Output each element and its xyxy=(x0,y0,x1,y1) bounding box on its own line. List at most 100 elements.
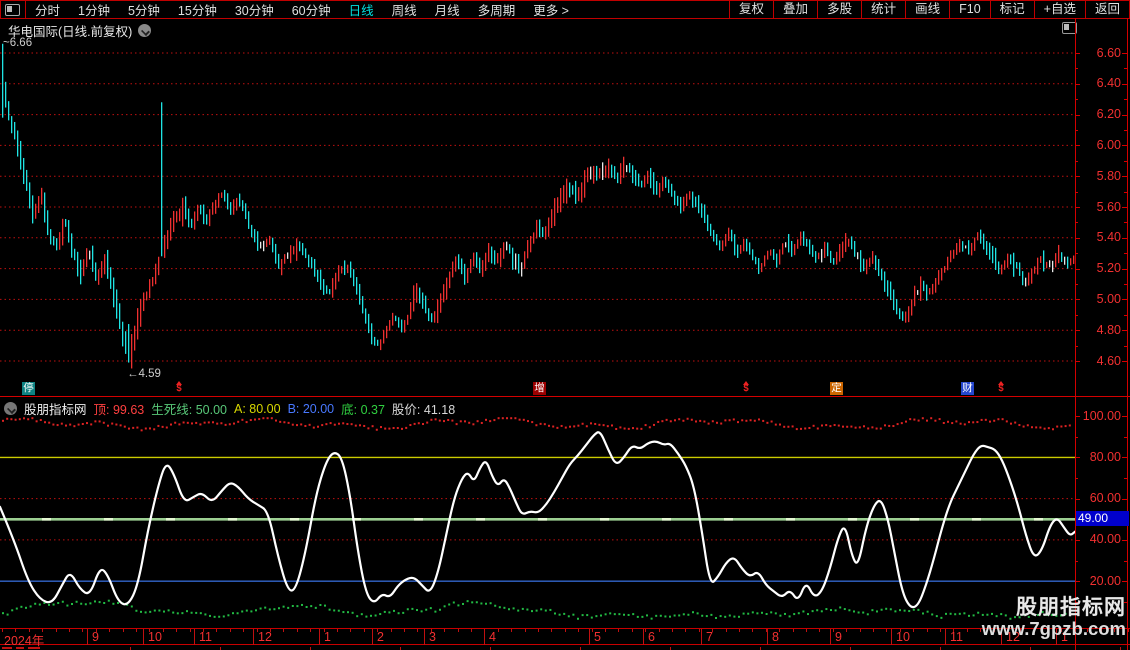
chevron-down-icon[interactable] xyxy=(138,24,152,37)
axis-tick xyxy=(1124,160,1127,162)
time-axis-label: 1 xyxy=(324,630,331,644)
week-tick xyxy=(28,629,30,632)
axis-tick xyxy=(1122,416,1127,418)
indicator-field-B: B: 20.00 xyxy=(287,401,335,416)
week-tick xyxy=(363,629,365,632)
tools-menu: 复权 叠加 多股 统计 画线 F10 标记 +自选 返回 xyxy=(729,1,1129,18)
menu-button-统计[interactable]: 统计 xyxy=(861,1,905,18)
month-separator xyxy=(767,629,768,645)
indicator-field-生死线: 生死线: 50.00 xyxy=(151,403,227,417)
price-label: 5.00 xyxy=(1096,291,1121,306)
axis-tick xyxy=(1075,345,1078,347)
week-tick xyxy=(350,629,352,632)
week-tick xyxy=(1114,629,1116,632)
clipped-row-separator xyxy=(1120,647,1121,650)
event-badge-增[interactable]: 增 xyxy=(533,382,546,395)
sell-signal-icon[interactable]: $ xyxy=(743,381,749,394)
week-tick xyxy=(913,629,915,632)
layout-toggle-icon[interactable] xyxy=(5,3,20,16)
period-menu: 分时 1分钟 5分钟 15分钟 30分钟 60分钟 日线 周线 月线 多周期 更多 > xyxy=(26,0,578,19)
week-tick xyxy=(243,629,245,632)
indicator-last-value-badge: 49.00 xyxy=(1076,511,1129,526)
menu-item-15分钟[interactable]: 15分钟 xyxy=(177,4,217,18)
axis-tick xyxy=(1075,237,1080,239)
menu-button-返回[interactable]: 返回 xyxy=(1084,1,1129,18)
menu-item-60分钟[interactable]: 60分钟 xyxy=(291,4,331,18)
axis-tick xyxy=(1124,436,1127,438)
clipped-text-fragment xyxy=(2,647,12,649)
week-tick xyxy=(899,629,901,632)
time-axis-label: 8 xyxy=(772,630,779,644)
menu-item-1分钟[interactable]: 1分钟 xyxy=(78,4,110,18)
time-axis-label: 11 xyxy=(950,630,963,644)
clipped-row-separator xyxy=(670,647,671,650)
axis-tick xyxy=(1124,222,1127,224)
panel-maximize-icon[interactable] xyxy=(1062,22,1077,34)
week-tick xyxy=(162,629,164,632)
menu-button-+自选[interactable]: +自选 xyxy=(1033,1,1085,18)
axis-tick xyxy=(1075,68,1078,70)
week-tick xyxy=(149,629,151,632)
axis-tick xyxy=(1075,314,1078,316)
sell-signal-icon[interactable]: $ xyxy=(998,381,1004,394)
kline-chart[interactable] xyxy=(0,28,1075,382)
axis-tick xyxy=(1122,498,1127,500)
week-tick xyxy=(819,629,821,632)
event-badge-定[interactable]: 定 xyxy=(830,382,843,395)
axis-tick xyxy=(1075,99,1078,101)
event-badge-停[interactable]: 停 xyxy=(22,382,35,395)
axis-tick xyxy=(1075,581,1080,583)
axis-tick xyxy=(1122,53,1127,54)
axis-tick xyxy=(1075,83,1080,85)
week-tick xyxy=(484,629,486,632)
menu-button-复权[interactable]: 复权 xyxy=(729,1,773,18)
indicator-name[interactable]: 股朋指标网 xyxy=(24,403,87,417)
menu-button-叠加[interactable]: 叠加 xyxy=(773,1,817,18)
week-tick xyxy=(1060,629,1062,632)
week-tick xyxy=(82,629,84,632)
sell-signal-icon[interactable]: $ xyxy=(176,381,182,394)
axis-tick xyxy=(1122,457,1127,459)
menu-button-F10[interactable]: F10 xyxy=(949,1,990,18)
axis-tick xyxy=(1075,53,1080,54)
menu-item-30分钟[interactable]: 30分钟 xyxy=(234,4,274,18)
week-tick xyxy=(631,629,633,632)
menu-item-周线[interactable]: 周线 xyxy=(391,4,417,18)
week-tick xyxy=(859,629,861,632)
week-tick xyxy=(283,629,285,632)
menu-item-5分钟[interactable]: 5分钟 xyxy=(127,4,160,18)
menu-button-多股[interactable]: 多股 xyxy=(817,1,861,18)
menu-item-月线[interactable]: 月线 xyxy=(434,4,460,18)
week-tick xyxy=(806,629,807,632)
top-scatter-series xyxy=(2,417,1071,432)
clipped-row-separator xyxy=(1030,647,1031,650)
menu-item-多周期[interactable]: 多周期 xyxy=(477,4,516,18)
time-axis-label: 10 xyxy=(896,630,910,644)
event-badge-财[interactable]: 财 xyxy=(961,382,974,395)
chevron-down-icon[interactable] xyxy=(4,402,17,415)
menu-item-分时[interactable]: 分时 xyxy=(35,4,61,18)
week-tick xyxy=(846,629,848,632)
menu-button-画线[interactable]: 画线 xyxy=(905,1,949,18)
indicator-axis-label: 20.00 xyxy=(1089,573,1121,588)
kline-bars xyxy=(2,43,1075,369)
time-axis-label: 12 xyxy=(258,630,272,644)
up-arrow-icon xyxy=(743,381,749,385)
clipped-row-separator xyxy=(850,647,851,650)
week-tick xyxy=(564,629,566,632)
time-axis-label: 12 xyxy=(1006,630,1020,644)
axis-tick xyxy=(1124,99,1127,101)
week-tick xyxy=(1127,629,1129,632)
menu-item-日线[interactable]: 日线 xyxy=(348,4,374,18)
menu-item-更多 >[interactable]: 更多 > xyxy=(533,4,569,18)
menu-button-标记[interactable]: 标记 xyxy=(989,1,1034,18)
month-separator xyxy=(589,629,590,645)
indicator-chart[interactable] xyxy=(0,415,1075,627)
week-tick xyxy=(1087,629,1089,632)
week-tick xyxy=(296,629,298,632)
axis-tick xyxy=(1075,498,1080,500)
month-separator xyxy=(701,629,702,645)
week-tick xyxy=(645,629,647,632)
week-tick xyxy=(832,629,834,632)
indicator-axis-label: 40.00 xyxy=(1089,532,1121,547)
